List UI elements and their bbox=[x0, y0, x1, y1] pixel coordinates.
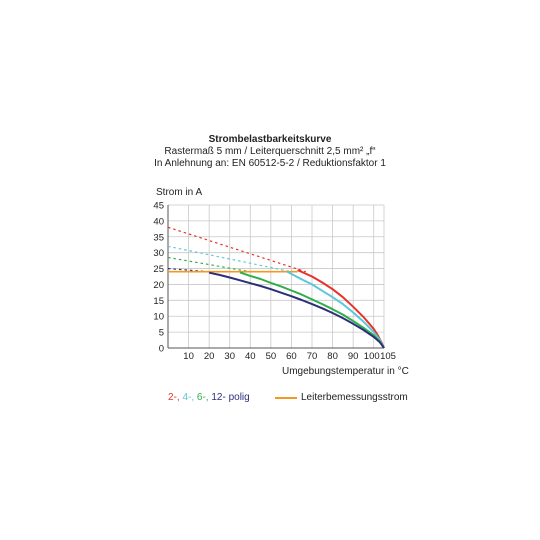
x-tick-label: 30 bbox=[224, 351, 235, 362]
legend-rated-current: Leiterbemessungsstrom bbox=[275, 392, 408, 403]
x-tick-label: 20 bbox=[204, 351, 215, 362]
y-tick-label: 5 bbox=[159, 328, 164, 339]
y-tick-label: 0 bbox=[159, 344, 164, 355]
chart-subtitle-1: Rastermaß 5 mm / Leiterquerschnitt 2,5 m… bbox=[164, 146, 376, 157]
legend-polig-part: 12- polig bbox=[211, 392, 250, 403]
x-tick-label: 60 bbox=[286, 351, 297, 362]
series-12-line bbox=[208, 271, 385, 349]
series-4-line bbox=[286, 270, 385, 349]
y-tick-label: 40 bbox=[153, 216, 164, 227]
y-tick-label: 15 bbox=[153, 296, 164, 307]
legend-orange-line bbox=[275, 396, 297, 399]
chart-title-block: Strombelastbarkeitskurve Rastermaß 5 mm … bbox=[150, 134, 390, 170]
y-axis-label: Strom in A bbox=[156, 187, 202, 198]
grid bbox=[167, 204, 385, 349]
legend-rated-current-label: Leiterbemessungsstrom bbox=[301, 392, 408, 403]
legend-polig: 2-, 4-, 6-, 12- polig bbox=[168, 392, 250, 403]
y-tick-label: 25 bbox=[153, 264, 164, 275]
chart-title: Strombelastbarkeitskurve bbox=[208, 134, 332, 145]
x-tick-label: 90 bbox=[348, 351, 359, 362]
axes bbox=[167, 205, 384, 349]
ticks: 0 5 10 15 20 25 30 35 40 45 10 20 30 40 50 60 70 80 90 100 1… bbox=[153, 201, 396, 363]
x-tick-label: 70 bbox=[307, 351, 318, 362]
series-4-dashed bbox=[167, 245, 292, 273]
x-tick-label: 100 bbox=[364, 351, 380, 362]
chart-subtitle-2: In Anlehnung an: EN 60512-5-2 / Reduktio… bbox=[154, 158, 386, 169]
series-2-dashed bbox=[167, 226, 307, 273]
legend-polig-part: 4-, bbox=[182, 392, 197, 403]
series-lines bbox=[167, 226, 385, 349]
y-tick-label: 20 bbox=[153, 280, 164, 291]
y-tick-label: 45 bbox=[153, 201, 164, 212]
y-tick-label: 30 bbox=[153, 248, 164, 259]
y-tick-label: 10 bbox=[153, 312, 164, 323]
series-2-line bbox=[297, 269, 385, 349]
x-tick-label: 80 bbox=[327, 351, 338, 362]
legend-polig-part: 6-, bbox=[196, 392, 212, 403]
x-axis-label: Umgebungstemperatur in °C bbox=[282, 366, 409, 377]
x-tick-label: 105 bbox=[380, 351, 396, 362]
series-6-line bbox=[239, 271, 385, 349]
x-tick-label: 50 bbox=[266, 351, 277, 362]
y-tick-label: 35 bbox=[153, 232, 164, 243]
x-tick-label: 40 bbox=[245, 351, 256, 362]
legend-polig-part: 2-, bbox=[168, 392, 183, 403]
x-tick-label: 10 bbox=[183, 351, 194, 362]
